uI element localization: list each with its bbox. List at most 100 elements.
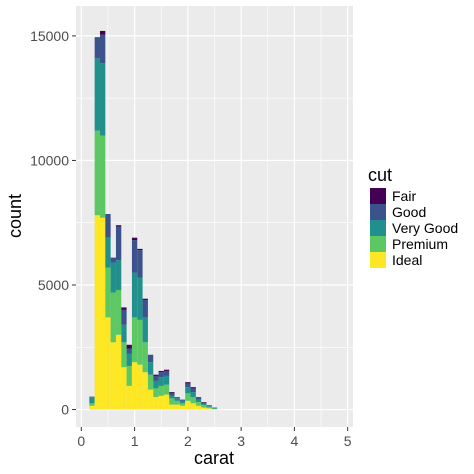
bar-segment-good xyxy=(153,375,159,381)
bar-segment-good xyxy=(163,370,170,376)
bar-segment-very-good xyxy=(99,63,106,136)
bar-segment-good xyxy=(131,240,138,273)
histogram-bars xyxy=(89,30,218,410)
bar-segment-good xyxy=(110,257,116,263)
bar-segment-premium xyxy=(105,267,111,318)
bar-segment-premium xyxy=(131,317,138,363)
bar-segment-very-good xyxy=(147,362,154,375)
x-tick-label: 3 xyxy=(237,433,245,449)
bar-segment-fair xyxy=(190,387,196,389)
bar-segment-fair xyxy=(163,369,170,371)
bar-segment-good xyxy=(142,299,148,318)
bar-segment-good xyxy=(115,226,122,261)
bar-segment-ideal xyxy=(190,403,196,410)
y-tick-label: 5000 xyxy=(38,277,69,293)
bar-segment-very-good xyxy=(206,405,212,407)
bar-segment-ideal xyxy=(195,405,202,410)
bar-segment-ideal xyxy=(137,364,143,410)
bar-segment-ideal xyxy=(94,215,100,410)
legend-label: Fair xyxy=(392,188,416,204)
bar-segment-fair xyxy=(99,30,106,35)
bar-segment-premium xyxy=(115,289,122,335)
bar-segment-very-good xyxy=(126,353,132,366)
bar-segment-very-good xyxy=(190,392,196,398)
bar-segment-premium xyxy=(190,397,196,404)
bar-segment-ideal xyxy=(105,317,111,410)
legend-swatch-fair xyxy=(370,188,386,204)
bar-segment-very-good xyxy=(163,375,170,385)
bar-segment-very-good xyxy=(142,317,148,343)
bar-segment-good xyxy=(201,402,207,404)
bar-segment-ideal xyxy=(142,372,148,410)
bar-segment-fair xyxy=(142,298,148,300)
bar-segment-ideal xyxy=(126,385,132,410)
bar-segment-very-good xyxy=(121,324,127,343)
bar-segment-premium xyxy=(163,384,170,395)
bar-segment-very-good xyxy=(158,377,164,386)
bar-segment-good xyxy=(94,37,100,59)
bar-segment-good xyxy=(179,399,186,401)
legend-label: Very Good xyxy=(392,220,458,236)
bar-segment-ideal xyxy=(179,405,186,410)
bar-segment-good xyxy=(206,405,212,406)
bar-segment-good xyxy=(99,34,106,64)
bar-segment-fair xyxy=(121,307,127,310)
bar-segment-very-good xyxy=(89,397,95,404)
bar-segment-ideal xyxy=(131,362,138,410)
bar-segment-very-good xyxy=(110,262,116,293)
bar-segment-ideal xyxy=(110,342,116,410)
bar-segment-fair xyxy=(169,392,175,394)
bar-segment-premium xyxy=(126,365,132,386)
bar-segment-good xyxy=(121,309,127,325)
bar-segment-fair xyxy=(137,248,143,251)
bar-segment-very-good xyxy=(201,403,207,406)
bar-segment-very-good xyxy=(185,387,191,394)
bar-segment-good xyxy=(195,397,202,400)
bar-segment-very-good xyxy=(105,237,111,268)
bar-segment-good xyxy=(105,214,111,238)
bar-segment-ideal xyxy=(174,404,180,410)
bar-segment-premium xyxy=(174,400,180,405)
bar-segment-ideal xyxy=(153,397,159,410)
x-tick-label: 4 xyxy=(291,433,299,449)
x-axis-title: carat xyxy=(194,448,234,468)
bar-segment-fair xyxy=(185,382,191,384)
bar-segment-ideal xyxy=(158,395,164,410)
bar-segment-very-good xyxy=(169,395,175,399)
bar-segment-premium xyxy=(185,393,191,401)
bar-segment-premium xyxy=(158,385,164,396)
bar-segment-premium xyxy=(121,342,127,368)
y-tick-label: 10000 xyxy=(30,152,69,168)
bar-segment-good xyxy=(174,397,180,399)
bar-segment-ideal xyxy=(163,394,170,410)
bar-segment-premium xyxy=(169,398,175,405)
bar-segment-very-good xyxy=(115,260,122,290)
legend-title: cut xyxy=(368,165,392,185)
legend-swatch-good xyxy=(370,204,386,220)
bar-segment-fair xyxy=(158,370,164,373)
y-axis-ticks: 0 5000 10000 15000 xyxy=(30,28,76,418)
bar-segment-ideal xyxy=(99,217,106,410)
bar-segment-very-good xyxy=(137,277,143,320)
bar-segment-very-good xyxy=(153,380,159,389)
x-tick-label: 2 xyxy=(184,433,192,449)
bar-segment-good xyxy=(158,372,164,378)
bar-segment-ideal xyxy=(201,407,207,410)
bar-segment-premium xyxy=(153,388,159,398)
bar-segment-fair xyxy=(115,225,122,227)
x-tick-label: 5 xyxy=(344,433,352,449)
legend-swatch-very-good xyxy=(370,220,386,236)
bar-segment-ideal xyxy=(115,334,122,410)
bar-segment-very-good xyxy=(195,399,202,403)
bar-segment-premium xyxy=(147,374,154,390)
x-tick-label: 0 xyxy=(77,433,85,449)
bar-segment-premium xyxy=(206,406,212,409)
x-tick-label: 1 xyxy=(131,433,139,449)
bar-segment-premium xyxy=(99,135,106,218)
bar-segment-very-good xyxy=(131,272,138,318)
bar-segment-very-good xyxy=(174,398,180,401)
bar-segment-premium xyxy=(94,130,100,216)
bar-segment-ideal xyxy=(185,400,191,410)
